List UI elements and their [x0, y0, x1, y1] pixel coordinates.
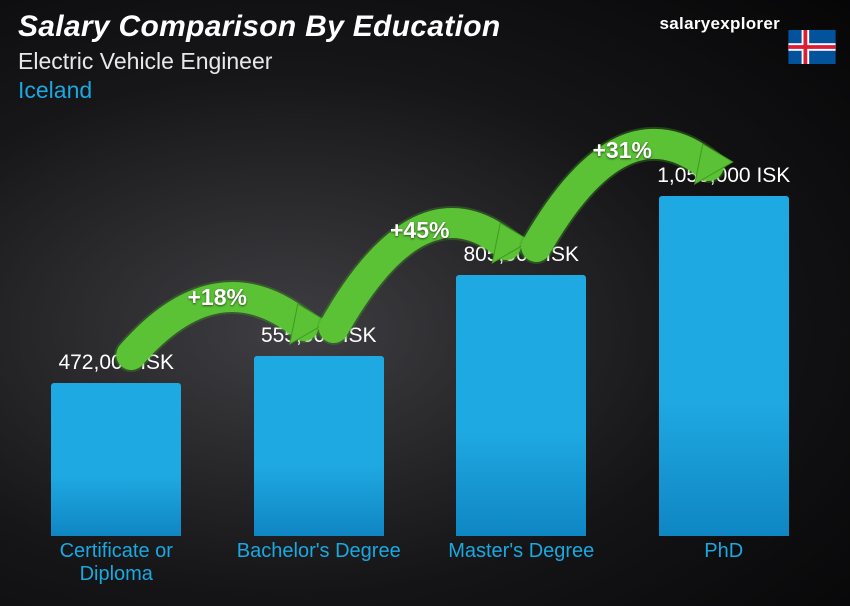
bar-group: 555,000 ISK — [234, 324, 404, 536]
bar-value-label: 555,000 ISK — [261, 324, 377, 348]
bar-group: 1,050,000 ISK — [639, 164, 809, 536]
country-flag-icon — [788, 30, 836, 64]
bar-value-label: 805,000 ISK — [463, 243, 579, 267]
increment-label: +18% — [188, 284, 247, 311]
x-axis-labels: Certificate or Diploma Bachelor's Degree M… — [30, 536, 810, 586]
bar-chart: 472,000 ISK 555,000 ISK 805,000 ISK 1,050,0… — [30, 120, 810, 586]
increment-label: +31% — [593, 137, 652, 164]
bar — [659, 196, 789, 536]
increment-label: +45% — [390, 217, 449, 244]
bar — [51, 383, 181, 536]
bar-group: 805,000 ISK — [436, 243, 606, 536]
x-axis-label: PhD — [639, 536, 809, 586]
x-axis-label: Certificate or Diploma — [31, 536, 201, 586]
bar — [456, 275, 586, 536]
brand-label: salaryexplorer — [660, 14, 780, 34]
bar-group: 472,000 ISK — [31, 351, 201, 536]
x-axis-label: Bachelor's Degree — [234, 536, 404, 586]
x-axis-label: Master's Degree — [436, 536, 606, 586]
bar-value-label: 472,000 ISK — [58, 351, 174, 375]
bars-container: 472,000 ISK 555,000 ISK 805,000 ISK 1,050,0… — [30, 120, 810, 536]
page-subtitle: Electric Vehicle Engineer — [18, 48, 832, 75]
bar — [254, 356, 384, 536]
bar-value-label: 1,050,000 ISK — [657, 164, 790, 188]
country-label: Iceland — [18, 77, 832, 104]
